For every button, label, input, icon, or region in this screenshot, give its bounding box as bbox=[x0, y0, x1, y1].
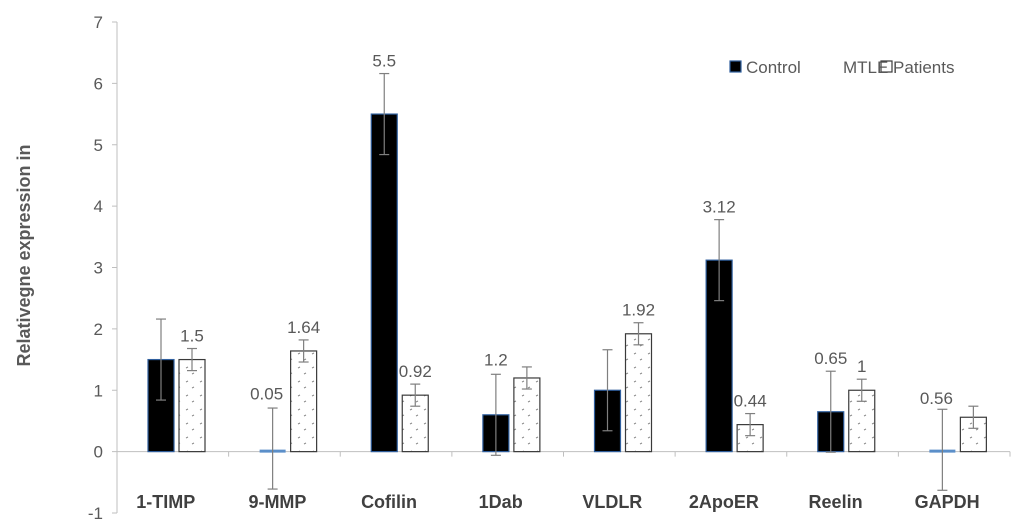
legend-swatch-patients bbox=[880, 60, 893, 73]
y-tick-label: 3 bbox=[94, 259, 103, 278]
data-label: 5.5 bbox=[372, 52, 396, 71]
y-tick-label: 1 bbox=[94, 381, 103, 400]
bar-patients-1-TIMP bbox=[178, 358, 206, 453]
data-label: 1.64 bbox=[287, 318, 320, 337]
data-label: 0.56 bbox=[920, 389, 953, 408]
data-label: 0.44 bbox=[734, 392, 767, 411]
x-tick-label: 2ApoER bbox=[689, 492, 759, 512]
x-tick-label: 9-MMP bbox=[248, 492, 306, 512]
data-label: 1.92 bbox=[622, 301, 655, 320]
x-tick-label: Cofilin bbox=[361, 492, 417, 512]
bar-patients-VLDLR bbox=[624, 333, 653, 453]
data-label: 1.2 bbox=[484, 351, 508, 370]
data-label: 1.5 bbox=[180, 327, 204, 346]
bar-patients-1Dab bbox=[513, 377, 541, 453]
y-tick-label: 6 bbox=[94, 74, 103, 93]
bar-control-Cofilin bbox=[370, 113, 398, 453]
data-label: 1 bbox=[857, 357, 866, 376]
axes: -1 0 1 2 3 4 5 6 7 1-TIMP 9-MMP Cofilin 1Dab VLDLR 2Ap… bbox=[88, 13, 1011, 523]
x-tick-label: 1Dab bbox=[479, 492, 523, 512]
bar-patients-9-MMP bbox=[290, 350, 318, 453]
x-tick-label: VLDLR bbox=[582, 492, 642, 512]
y-tick-label: 4 bbox=[94, 197, 103, 216]
x-tick-label: 1-TIMP bbox=[136, 492, 195, 512]
legend-label-patients: MTLE Patients bbox=[843, 58, 955, 77]
y-tick-label: 5 bbox=[94, 136, 103, 155]
data-label: 0.92 bbox=[399, 362, 432, 381]
data-label: 0.05 bbox=[250, 384, 283, 403]
y-tick-label: -1 bbox=[88, 504, 103, 523]
legend: Control MTLE Patients bbox=[729, 58, 955, 77]
y-tick-label: 2 bbox=[94, 320, 103, 339]
legend-label-control: Control bbox=[746, 58, 801, 77]
legend-swatch-control bbox=[729, 60, 742, 73]
data-label: 3.12 bbox=[703, 198, 736, 217]
x-tick-label: GAPDH bbox=[915, 492, 980, 512]
data-labels: 0.05 5.5 1.2 3.12 0.65 0.56 1.5 1.64 0.92 1.92 0.4… bbox=[180, 52, 953, 411]
y-axis-label: Relativegne expression in bbox=[14, 144, 34, 366]
bars bbox=[147, 72, 987, 491]
data-label: 0.65 bbox=[814, 349, 847, 368]
y-tick-label: 7 bbox=[94, 13, 103, 32]
y-tick-label: 0 bbox=[94, 443, 103, 462]
x-tick-label: Reelin bbox=[809, 492, 863, 512]
